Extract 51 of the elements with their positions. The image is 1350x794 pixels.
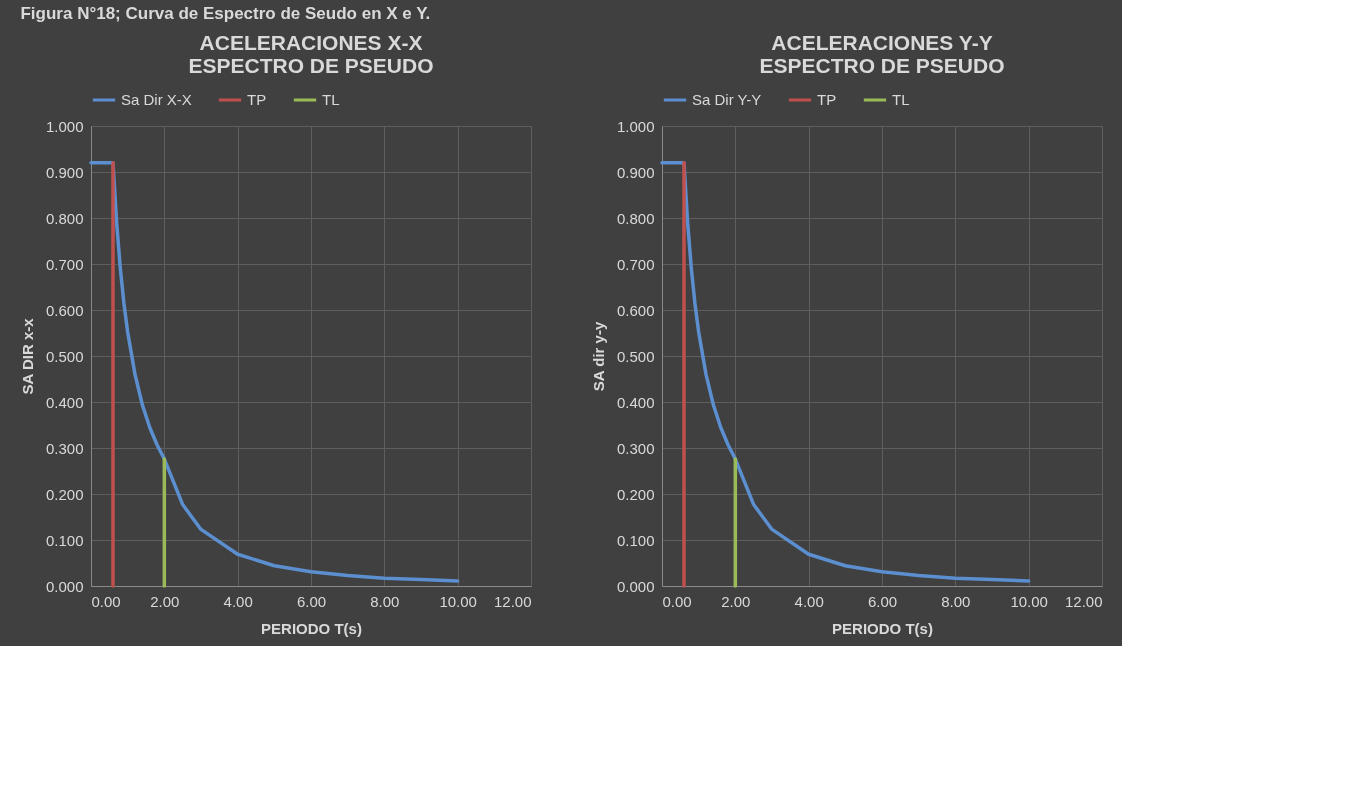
x-tick-label: 0.00 xyxy=(91,592,121,610)
y-axis-title: SA DIR x-x xyxy=(18,317,36,395)
y-tick-label: 0.600 xyxy=(45,301,84,319)
y-tick-label: 0.000 xyxy=(45,577,84,595)
text: Figura N°18; Curva de Espectro de Seudo en X e Y. xyxy=(20,4,431,23)
x-tick-label: 6.00 xyxy=(296,592,327,610)
y-tick-label: 0.700 xyxy=(616,255,655,273)
legend-label: TL xyxy=(322,91,340,108)
x-tick-label: 12.00 xyxy=(493,592,532,610)
y-axis-title: SA dir y-y xyxy=(589,321,607,392)
y-tick-label: 0.500 xyxy=(616,347,655,365)
x-tick-label: 12.00 xyxy=(1064,592,1103,610)
chart-title: ACELERACIONES Y-Y ESPECTRO DE PSEUDO xyxy=(759,31,1005,77)
y-tick-label: 0.200 xyxy=(45,485,84,503)
y-tick-label: 0.400 xyxy=(45,393,84,411)
y-tick-label: 0.300 xyxy=(45,439,84,457)
y-tick-label: 0.800 xyxy=(616,209,655,227)
y-tick-label: 1.000 xyxy=(616,117,655,135)
line-series xyxy=(89,161,460,583)
y-tick-label: 0.000 xyxy=(616,577,655,595)
y-tick-label: 0.800 xyxy=(45,209,84,227)
y-tick-label: 0.900 xyxy=(45,163,84,181)
legend-label: TL xyxy=(892,91,910,108)
y-tick-label: 0.700 xyxy=(45,255,84,273)
y-tick-label: 0.400 xyxy=(616,393,655,411)
chart-title: ACELERACIONES X-X ESPECTRO DE PSEUDO xyxy=(188,31,434,77)
x-tick-label: 10.00 xyxy=(1010,592,1048,610)
x-tick-label: 8.00 xyxy=(941,592,971,610)
legend-label: TP xyxy=(247,91,267,108)
x-tick-label: 4.00 xyxy=(794,592,824,610)
x-tick-label: 6.00 xyxy=(867,592,898,610)
line-series xyxy=(660,161,1031,583)
x-tick-label: 4.00 xyxy=(223,592,253,610)
x-axis-title: PERIODO T(s) xyxy=(832,619,933,637)
x-tick-label: 10.00 xyxy=(439,592,477,610)
x-tick-label: 2.00 xyxy=(150,592,180,610)
y-tick-label: 0.200 xyxy=(616,485,655,503)
y-tick-label: 1.000 xyxy=(45,117,84,135)
legend-label: TP xyxy=(817,91,837,108)
y-tick-label: 0.100 xyxy=(616,531,655,549)
x-tick-label: 0.00 xyxy=(662,592,692,610)
legend-label: Sa Dir X-X xyxy=(121,91,192,108)
y-tick-label: 0.100 xyxy=(45,531,84,549)
y-tick-label: 0.900 xyxy=(616,163,655,181)
x-tick-label: 8.00 xyxy=(370,592,400,610)
y-tick-label: 0.500 xyxy=(45,347,84,365)
x-axis-title: PERIODO T(s) xyxy=(261,619,362,637)
legend-label: Sa Dir Y-Y xyxy=(692,91,762,108)
x-tick-label: 2.00 xyxy=(721,592,751,610)
y-tick-label: 0.300 xyxy=(616,439,655,457)
y-tick-label: 0.600 xyxy=(616,301,655,319)
